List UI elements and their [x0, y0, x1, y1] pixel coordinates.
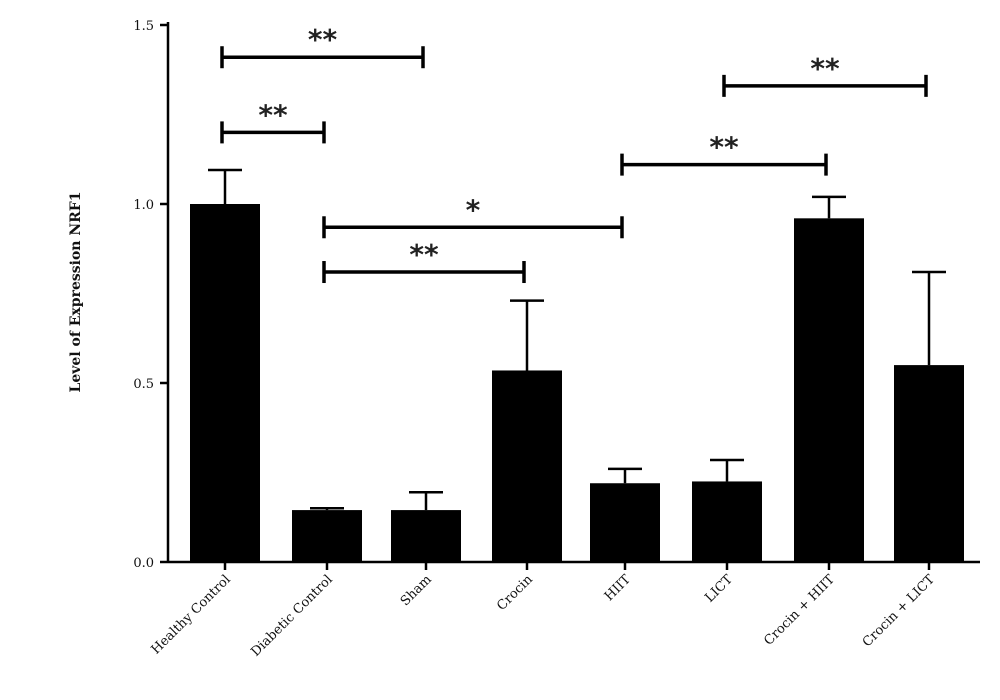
significance-bracket: **: [722, 52, 928, 97]
bar: [794, 218, 864, 562]
category-label: Healthy Control: [149, 572, 234, 657]
significance-label: *: [466, 193, 481, 226]
category-label: LICT: [702, 572, 736, 606]
category-label: Crocin + LICT: [860, 572, 938, 650]
bar: [894, 365, 964, 562]
error-bar: [812, 195, 846, 219]
error-bar: [310, 507, 344, 511]
significance-bracket: **: [620, 131, 828, 176]
category-label: Diabetic Control: [248, 572, 335, 659]
significance-bracket: *: [322, 193, 624, 239]
bar: [590, 483, 660, 562]
significance-bracket: **: [220, 98, 326, 144]
error-bar: [710, 458, 744, 482]
error-bar: [208, 168, 242, 204]
category-label: HIIT: [602, 572, 634, 604]
error-bar: [510, 299, 544, 371]
y-axis-ticks: 0.0 0.5 1.0 1.5: [133, 19, 168, 571]
significance-label: **: [258, 98, 288, 131]
significance-label: **: [810, 52, 840, 85]
y-axis-label: Level of Expression NRF1: [68, 192, 84, 393]
significance-label: **: [409, 238, 439, 271]
error-bars: [208, 168, 946, 511]
x-axis-categories: Healthy Control Diabetic Control Sham Croci…: [149, 572, 939, 660]
bar: [292, 510, 362, 562]
bar: [391, 510, 461, 562]
y-tick-label: 1.5: [133, 19, 154, 34]
bar: [692, 481, 762, 562]
y-tick-label: 0.0: [133, 556, 154, 571]
category-label: Crocin + HIIT: [761, 572, 838, 649]
significance-label: **: [709, 131, 739, 164]
significance-label: **: [308, 23, 338, 56]
category-label: Sham: [398, 572, 435, 609]
y-tick-label: 0.5: [133, 377, 154, 392]
error-bar: [608, 467, 642, 484]
bar: [492, 370, 562, 562]
bar: [190, 204, 260, 562]
y-tick-label: 1.0: [133, 198, 154, 213]
error-bar: [912, 270, 946, 366]
bars: [190, 204, 964, 570]
significance-bracket: **: [220, 23, 425, 69]
significance-brackets: ***********: [220, 23, 928, 284]
significance-bracket: **: [322, 238, 526, 284]
error-bar: [409, 490, 443, 511]
category-label: Crocin: [494, 572, 536, 614]
